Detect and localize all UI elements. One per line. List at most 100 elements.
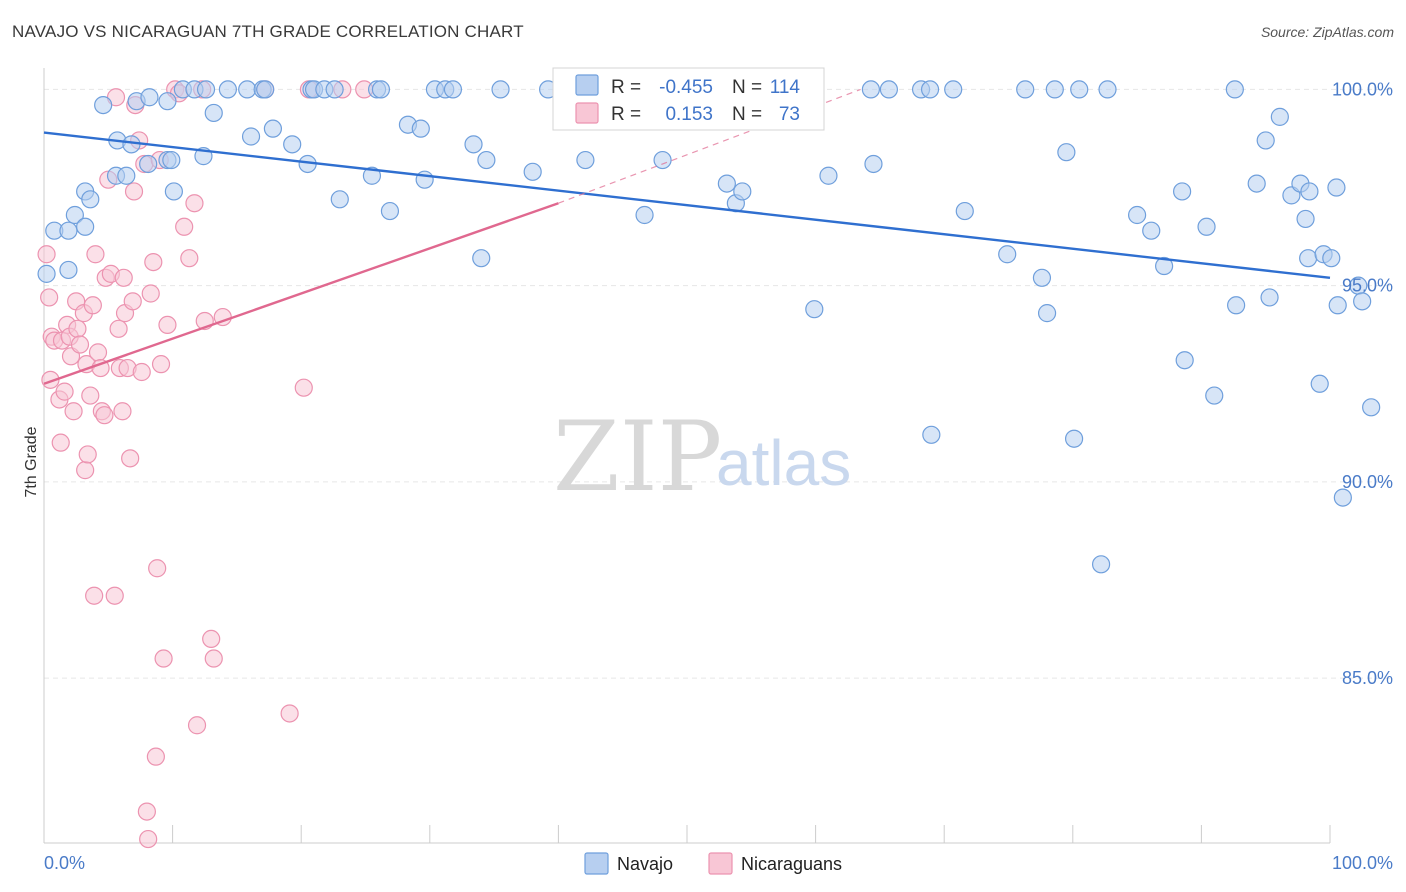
- nicaraguans-point-14: [68, 319, 87, 338]
- navajo-point-26: [238, 80, 257, 99]
- navajo-point-113: [1362, 398, 1381, 417]
- navajo-point-50: [477, 150, 496, 170]
- nicaraguans-point-41: [124, 182, 144, 201]
- stats-swatch-navajo: [575, 74, 599, 96]
- nicaraguans-point-20: [81, 386, 100, 405]
- stats-box: R = -0.455 N = 114 R = 0.153 N = 73: [552, 67, 825, 131]
- navajo-point-69: [861, 80, 880, 99]
- navajo-point-71: [879, 80, 899, 99]
- y-tick-label-0: 85.0%: [1342, 668, 1393, 688]
- navajo-point-97: [1256, 131, 1275, 150]
- nicaraguans-point-55: [158, 315, 177, 334]
- nicaraguans-point-21: [83, 296, 102, 315]
- navajo-point-7: [81, 190, 100, 209]
- navajo-point-51: [491, 80, 510, 99]
- navajo-point-12: [122, 135, 141, 154]
- navajo-point-92: [1197, 217, 1216, 236]
- navajo-point-88: [1142, 221, 1161, 240]
- legend-label-nicaraguans: Nicaraguans: [741, 854, 842, 874]
- nicaraguans-point-69: [294, 378, 313, 397]
- nicaraguans-point-48: [141, 284, 160, 303]
- navajo-point-110: [1333, 488, 1352, 507]
- nicaraguans-point-58: [175, 217, 194, 236]
- navajo-point-78: [1016, 80, 1035, 99]
- nicaraguans-point-19: [78, 445, 97, 464]
- nicaraguans-point-49: [144, 253, 163, 272]
- navajo-point-95: [1227, 296, 1246, 315]
- y-tick-label-3: 100.0%: [1332, 79, 1393, 99]
- chart-title: NAVAJO VS NICARAGUAN 7TH GRADE CORRELATI…: [12, 22, 524, 41]
- nicaraguans-point-54: [154, 649, 173, 668]
- y-tick-labels: 85.0% 90.0% 95.0% 100.0%: [1332, 79, 1393, 688]
- navajo-point-84: [1070, 80, 1089, 99]
- navajo-point-68: [819, 166, 838, 185]
- navajo-point-23: [196, 80, 216, 99]
- stats-n-value-navajo: 114: [770, 77, 801, 98]
- navajo-point-43: [411, 119, 430, 138]
- navajo-point-93: [1205, 386, 1224, 405]
- navajo-point-87: [1127, 205, 1147, 225]
- nicaraguans-point-39: [121, 449, 140, 468]
- navajo-point-105: [1310, 374, 1329, 393]
- navajo-point-47: [443, 80, 463, 99]
- stats-r-label-nicaraguans: R =: [611, 104, 641, 125]
- nicaraguans-point-8: [55, 382, 74, 401]
- navajo-point-29: [256, 80, 275, 99]
- nicaraguans-point-1: [40, 288, 59, 307]
- nicaraguans-point-27: [95, 406, 114, 425]
- navajo-point-91: [1175, 351, 1194, 370]
- navajo-point-112: [1353, 292, 1372, 311]
- stats-n-label-navajo: N =: [732, 77, 762, 98]
- nicaraguans-point-59: [180, 249, 199, 268]
- watermark-atlas: atlas: [716, 427, 851, 499]
- navajo-point-89: [1155, 256, 1174, 276]
- navajo-point-2: [59, 260, 78, 280]
- watermark: ZIP atlas: [553, 401, 851, 513]
- navajo-point-79: [1032, 268, 1052, 287]
- navajo-point-15: [140, 88, 159, 107]
- stats-swatch-nicaraguans: [575, 102, 599, 124]
- legend: Navajo Nicaraguans: [584, 852, 842, 875]
- navajo-point-81: [1045, 80, 1064, 99]
- navajo-point-82: [1057, 143, 1076, 162]
- legend-swatch-navajo: [584, 852, 609, 875]
- nicaraguans-point-65: [204, 649, 223, 668]
- navajo-point-3: [59, 221, 78, 240]
- nicaraguans-point-68: [280, 704, 299, 723]
- navajo-point-65: [733, 182, 752, 201]
- navajo-point-80: [1037, 304, 1057, 323]
- navajo-point-94: [1225, 80, 1244, 99]
- navajo-point-31: [283, 135, 302, 154]
- x-tick-label-min: 0.0%: [44, 853, 85, 873]
- nicaraguans-point-60: [185, 194, 204, 213]
- nicaraguans-point-12: [64, 402, 83, 421]
- navajo-point-16: [158, 92, 177, 111]
- navajo-point-109: [1328, 296, 1347, 315]
- grid-lines: [44, 88, 1392, 679]
- navajo-point-104: [1299, 249, 1318, 268]
- axes: [43, 68, 1331, 844]
- navajo-point-8: [94, 95, 113, 115]
- nicaraguans-point-33: [109, 319, 128, 338]
- navajo-point-76: [955, 201, 974, 221]
- stats-n-value-nicaraguans: 73: [779, 104, 800, 125]
- nicaraguans-point-31: [105, 586, 124, 605]
- navajo-point-83: [1064, 429, 1084, 448]
- navajo-point-77: [998, 245, 1017, 264]
- navajo-point-41: [380, 201, 400, 221]
- navajo-point-52: [523, 162, 542, 181]
- nicaraguans-point-36: [114, 268, 133, 287]
- legend-label-navajo: Navajo: [617, 854, 673, 874]
- navajo-point-36: [325, 80, 344, 99]
- navajo-point-49: [472, 249, 491, 268]
- legend-swatch-nicaraguans: [708, 852, 733, 875]
- stats-r-value-nicaraguans: 0.153: [665, 104, 713, 125]
- trend-lines: [43, 88, 1331, 385]
- navajo-point-37: [330, 190, 349, 209]
- navajo-point-75: [944, 80, 963, 99]
- stats-n-label-nicaraguans: N =: [732, 104, 762, 125]
- navajo-point-86: [1098, 80, 1117, 99]
- nicaraguans-point-47: [139, 829, 158, 849]
- navajo-point-98: [1260, 288, 1279, 307]
